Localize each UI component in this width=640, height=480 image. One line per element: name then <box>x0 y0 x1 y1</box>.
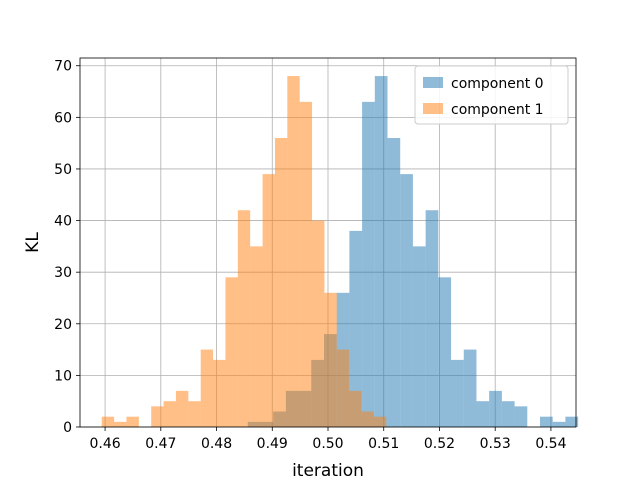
histogram-bar <box>274 137 288 427</box>
histogram-bar <box>188 401 201 427</box>
histogram-bar <box>501 401 515 427</box>
x-tick-label: 0.52 <box>424 436 455 452</box>
histogram-bar <box>349 390 362 427</box>
x-tick-label: 0.50 <box>312 436 343 452</box>
histogram-bar <box>250 246 263 427</box>
x-tick-label: 0.51 <box>368 436 399 452</box>
legend-label: component 0 <box>451 76 544 92</box>
histogram-bar <box>425 210 439 427</box>
histogram-bar <box>200 349 214 427</box>
legend-box <box>414 65 569 125</box>
legend-swatch <box>423 103 443 114</box>
histogram-bar <box>237 210 251 427</box>
y-axis-ticks: 0 10 20 30 40 50 60 70 <box>54 59 80 436</box>
histogram-bars <box>101 76 579 428</box>
histogram-bar <box>225 277 238 427</box>
y-tick-label: 60 <box>54 110 72 126</box>
histogram-bar <box>565 416 579 427</box>
histogram-bar <box>387 137 401 427</box>
histogram-bar <box>312 220 325 427</box>
histogram-bar <box>400 174 413 427</box>
histogram-bar <box>362 101 375 428</box>
histogram-bar <box>349 230 363 427</box>
legend-swatch <box>423 77 443 88</box>
x-tick-label: 0.49 <box>257 436 288 452</box>
histogram-bar <box>374 76 388 428</box>
x-tick-label: 0.48 <box>201 436 232 452</box>
x-axis-ticks: 0.46 0.47 0.48 0.49 0.50 0.51 0.52 0.53 0.54 <box>89 427 567 452</box>
histogram-bar <box>101 416 115 427</box>
histogram-bar <box>287 76 300 428</box>
histogram-bar <box>126 416 139 427</box>
histogram-bar <box>373 416 387 427</box>
y-tick-label: 50 <box>54 162 72 178</box>
histogram-bar <box>489 390 502 427</box>
x-axis-label: iteration <box>292 461 364 480</box>
histogram-bar <box>163 401 176 427</box>
histogram-bar <box>412 246 426 427</box>
y-axis-label: KL <box>23 232 43 253</box>
histogram-bar <box>213 359 226 427</box>
histogram-bar <box>361 411 374 427</box>
y-tick-label: 0 <box>63 420 72 436</box>
histogram-bar <box>262 174 275 427</box>
histogram-bar <box>324 292 337 427</box>
x-tick-label: 0.47 <box>145 436 176 452</box>
histogram-bar <box>476 401 490 427</box>
y-tick-label: 10 <box>54 368 72 384</box>
histogram-bar <box>451 359 464 427</box>
histogram-bar <box>438 277 452 427</box>
y-tick-label: 30 <box>54 265 72 281</box>
histogram-bar <box>114 421 127 427</box>
histogram-bar <box>151 406 164 427</box>
y-tick-label: 70 <box>54 59 72 75</box>
x-tick-label: 0.46 <box>89 436 120 452</box>
histogram-bar <box>175 390 189 427</box>
series-1-bars <box>101 76 387 428</box>
y-tick-label: 40 <box>54 214 72 230</box>
histogram-bar <box>299 101 313 428</box>
x-tick-label: 0.53 <box>480 436 511 452</box>
legend-label: component 1 <box>451 102 544 118</box>
histogram-bar <box>539 416 553 427</box>
x-tick-label: 0.54 <box>535 436 566 452</box>
y-tick-label: 20 <box>54 317 72 333</box>
histogram-bar <box>336 349 350 427</box>
histogram-bar <box>514 406 528 427</box>
histogram-bar <box>552 421 566 427</box>
histogram-bar <box>463 349 477 427</box>
legend: component 0 component 1 <box>414 65 569 125</box>
